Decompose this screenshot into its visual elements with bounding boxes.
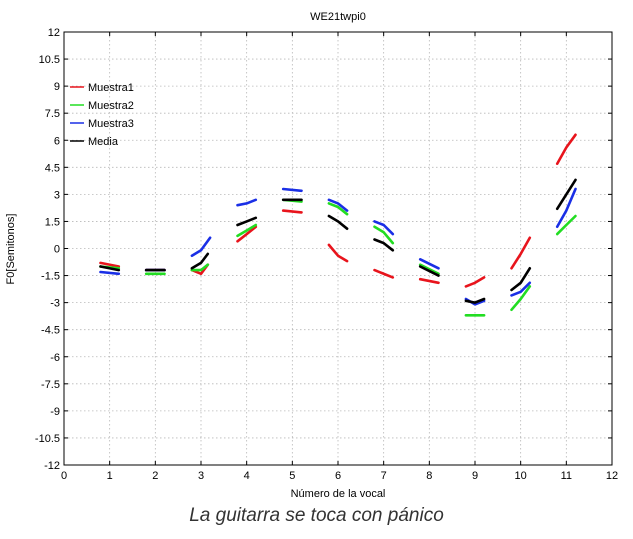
x-tick-label: 4	[244, 470, 250, 482]
series-segment	[555, 187, 577, 229]
y-tick-label: 9	[54, 81, 60, 93]
series-muestra3	[99, 187, 577, 306]
x-tick-label: 1	[107, 470, 113, 482]
series-segment	[510, 281, 532, 297]
y-tick-label: 10.5	[39, 54, 60, 66]
series-segment	[190, 236, 212, 257]
y-tick-label: 7.5	[45, 108, 60, 120]
y-tick-label: -7.5	[41, 379, 60, 391]
series-segment	[373, 225, 395, 245]
x-tick-label: 7	[381, 470, 387, 482]
series-muestra2	[99, 198, 577, 317]
legend-entry: Media	[88, 136, 119, 148]
x-tick-label: 11	[561, 470, 572, 482]
legend-entry: Muestra3	[88, 118, 134, 130]
figure-caption: La guitarra se toca con pánico	[189, 505, 444, 526]
series-segment	[99, 270, 121, 276]
y-tick-label: -4.5	[41, 325, 60, 337]
axis-ticks: 0 1 2 3 4 5 6 7 8 9 10 11 12-12-10.5-9-7.5-6-4.5-3-1…	[35, 27, 618, 482]
series-segment	[327, 198, 349, 212]
y-tick-label: 4.5	[45, 162, 60, 174]
y-tick-label: -1.5	[41, 271, 60, 283]
series-segment	[236, 225, 258, 243]
series-muestra1	[99, 133, 577, 288]
series-segment	[373, 268, 395, 279]
series-segment	[418, 277, 440, 285]
series-segment	[190, 252, 210, 270]
y-tick-label: -9	[50, 406, 60, 418]
x-tick-label: 10	[515, 470, 527, 482]
x-tick-label: 5	[289, 470, 295, 482]
x-tick-label: 3	[198, 470, 204, 482]
y-tick-label: 3	[54, 189, 60, 201]
y-tick-label: 12	[48, 27, 60, 39]
series-segment	[464, 297, 486, 304]
series-segment	[99, 261, 121, 268]
x-tick-label: 2	[152, 470, 158, 482]
series-segment	[510, 285, 532, 312]
series-segment	[555, 133, 577, 165]
y-tick-label: -10.5	[35, 433, 60, 445]
series-media	[99, 178, 577, 304]
series-segment	[190, 263, 210, 272]
series-segment	[373, 220, 395, 236]
series-segment	[281, 187, 303, 193]
series-segment	[327, 202, 349, 216]
series-segment	[418, 263, 440, 276]
series-segment	[464, 276, 486, 288]
y-tick-label: 1.5	[45, 216, 60, 228]
series-segment	[281, 209, 303, 214]
x-tick-label: 0	[61, 470, 67, 482]
y-tick-label: -3	[50, 298, 60, 310]
grid	[63, 31, 613, 466]
x-tick-label: 9	[472, 470, 478, 482]
series-segment	[373, 238, 395, 252]
x-tick-label: 12	[606, 470, 618, 482]
series-segment	[327, 243, 349, 263]
series-segment	[236, 198, 258, 207]
series-segment	[327, 214, 349, 230]
series-segment	[555, 178, 577, 211]
chart-title: WE21twpi0	[310, 11, 366, 23]
legend: Muestra1 Muestra2 Muestra3 Media	[70, 82, 134, 148]
y-axis-label: F0[Semitonos]	[5, 214, 17, 285]
y-tick-label: -12	[44, 460, 60, 472]
y-tick-label: 0	[54, 244, 60, 256]
series-segment	[418, 257, 440, 270]
x-tick-label: 8	[426, 470, 432, 482]
legend-entry: Muestra2	[88, 100, 134, 112]
x-axis-label: Número de la vocal	[291, 488, 386, 500]
series-segment	[510, 236, 532, 270]
series-segment	[555, 214, 577, 236]
x-tick-label: 6	[335, 470, 341, 482]
series-segment	[236, 223, 258, 238]
chart: 0 1 2 3 4 5 6 7 8 9 10 11 12-12-10.5-9-7.5-6-4.5-3-1…	[5, 11, 618, 500]
y-tick-label: 6	[54, 135, 60, 147]
series-segment	[99, 265, 121, 272]
legend-entry: Muestra1	[88, 82, 134, 94]
y-tick-label: -6	[50, 352, 60, 364]
series-segment	[510, 266, 532, 292]
series-segment	[236, 216, 258, 227]
series-layer	[99, 133, 577, 317]
series-segment	[418, 265, 440, 277]
